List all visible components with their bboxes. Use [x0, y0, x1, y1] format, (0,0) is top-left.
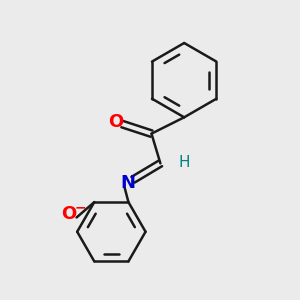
Text: N: N [120, 174, 135, 192]
Text: O: O [108, 113, 123, 131]
Text: H: H [178, 155, 190, 170]
Text: O: O [61, 205, 76, 223]
Text: −: − [74, 200, 86, 214]
